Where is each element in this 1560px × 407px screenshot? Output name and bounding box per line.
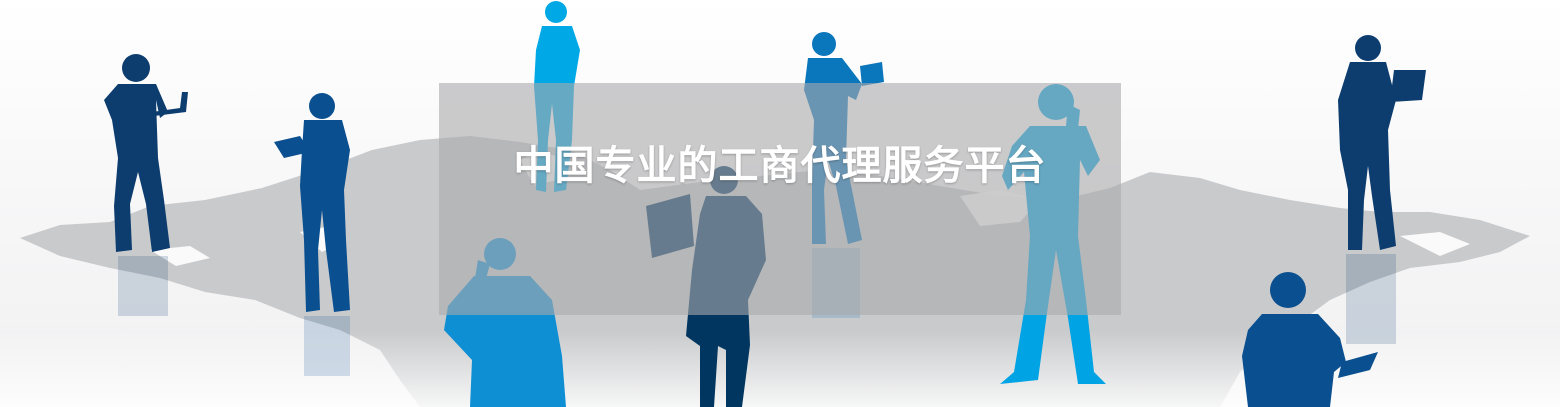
laptop-icon (152, 92, 188, 116)
tablet-icon (274, 136, 310, 158)
person-silhouette-8 (1338, 35, 1426, 250)
laptop-icon (1390, 70, 1426, 102)
title-overlay (439, 83, 1121, 315)
banner-title: 中国专业的工商代理服务平台 (513, 143, 1047, 189)
phone-icon (1338, 352, 1378, 378)
header-shadow (462, 0, 1078, 16)
tablet-icon (860, 62, 884, 86)
person-silhouette-2 (274, 93, 350, 312)
person-silhouette-9 (1242, 272, 1378, 407)
person-silhouette-1 (104, 54, 188, 252)
